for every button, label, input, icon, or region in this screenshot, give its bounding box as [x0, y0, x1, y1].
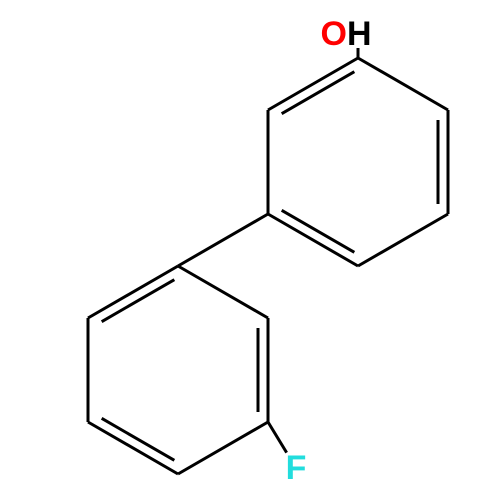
molecule-diagram: OH F: [0, 0, 500, 500]
fluorine-label: F: [286, 449, 307, 487]
hydroxyl-label: OH: [320, 15, 371, 53]
